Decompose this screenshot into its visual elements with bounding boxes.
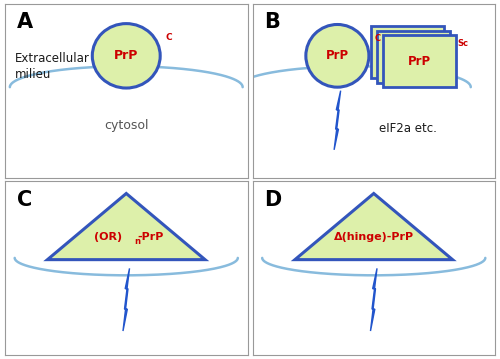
Text: C: C — [166, 33, 172, 42]
Text: B: B — [264, 12, 280, 32]
Ellipse shape — [306, 24, 369, 87]
Text: -PrP: -PrP — [137, 232, 164, 242]
Text: PrP: PrP — [114, 49, 138, 62]
Text: eIF2a etc.: eIF2a etc. — [378, 122, 436, 135]
Text: cytosol: cytosol — [104, 119, 148, 132]
Polygon shape — [334, 90, 340, 150]
Text: PrP: PrP — [326, 49, 349, 62]
Polygon shape — [48, 194, 205, 260]
Ellipse shape — [92, 24, 160, 88]
Bar — [378, 31, 450, 83]
Text: (OR): (OR) — [94, 232, 122, 242]
Polygon shape — [123, 269, 130, 331]
Polygon shape — [370, 269, 377, 331]
Polygon shape — [295, 194, 452, 260]
Text: Δ(hinge)-PrP: Δ(hinge)-PrP — [334, 232, 414, 242]
Bar — [384, 35, 456, 87]
Text: PrP: PrP — [408, 55, 432, 67]
Text: D: D — [264, 190, 282, 210]
Text: Extracellular
milieu: Extracellular milieu — [14, 52, 90, 81]
Text: Sc: Sc — [457, 39, 468, 48]
Text: n: n — [134, 237, 140, 246]
Bar — [372, 26, 444, 79]
Text: C: C — [374, 33, 380, 42]
Text: C: C — [17, 190, 32, 210]
Text: A: A — [17, 12, 33, 32]
